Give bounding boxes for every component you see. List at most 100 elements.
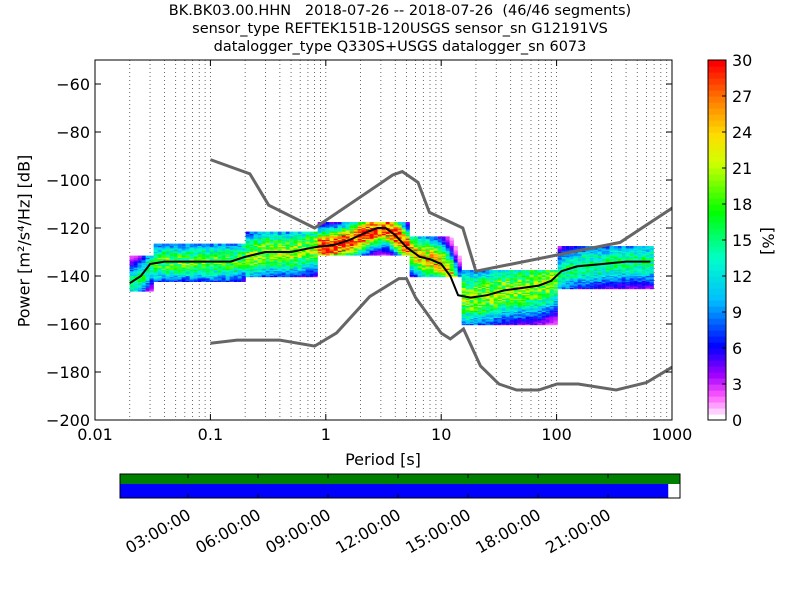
density-cell <box>177 276 182 279</box>
density-cell <box>345 237 350 240</box>
density-cell <box>481 306 486 309</box>
density-cell <box>601 282 606 285</box>
density-cell <box>361 225 366 228</box>
colorbar-segment <box>708 264 726 271</box>
density-cell <box>205 276 210 279</box>
density-cell <box>637 264 642 267</box>
density-cell <box>541 307 546 310</box>
density-cell <box>413 264 418 267</box>
density-cell <box>141 259 146 262</box>
density-cell <box>265 258 270 261</box>
density-cell <box>465 301 470 304</box>
density-cell <box>477 307 482 310</box>
density-cell <box>497 294 502 297</box>
density-cell <box>489 283 494 286</box>
density-cell <box>565 246 570 249</box>
density-cell <box>609 259 614 262</box>
density-cell <box>177 249 182 252</box>
density-cell <box>617 283 622 286</box>
density-cell <box>353 225 358 228</box>
density-cell <box>569 265 574 268</box>
density-cell <box>233 271 238 274</box>
y-tick-label: −160 <box>46 315 90 334</box>
density-cell <box>545 318 550 321</box>
density-cell <box>421 236 426 239</box>
density-cell <box>169 258 174 261</box>
density-cell <box>497 288 502 291</box>
density-cell <box>477 300 482 303</box>
density-cell <box>649 283 654 286</box>
x-tick-label: 0.1 <box>198 425 223 444</box>
density-cell <box>609 270 614 273</box>
density-cell <box>441 237 446 240</box>
density-cell <box>473 301 478 304</box>
density-cell <box>473 288 478 291</box>
density-cell <box>577 246 582 249</box>
density-cell <box>201 243 206 246</box>
density-cell <box>133 258 138 261</box>
density-cell <box>157 270 162 273</box>
density-cell <box>161 271 166 274</box>
density-cell <box>393 249 398 252</box>
density-cell <box>493 312 498 315</box>
density-cell <box>429 243 434 246</box>
density-cell <box>645 276 650 279</box>
density-cell <box>409 270 414 273</box>
density-cell <box>321 237 326 240</box>
density-cell <box>589 270 594 273</box>
colorbar-segment <box>708 348 726 355</box>
density-cell <box>605 249 610 252</box>
density-cell <box>489 288 494 291</box>
density-cell <box>137 255 142 258</box>
density-cell <box>469 271 474 274</box>
density-cell <box>261 237 266 240</box>
density-cell <box>621 271 626 274</box>
density-cell <box>217 264 222 267</box>
density-cell <box>609 249 614 252</box>
density-cell <box>237 277 242 280</box>
density-cell <box>285 271 290 274</box>
density-cell <box>505 283 510 286</box>
density-cell <box>233 249 238 252</box>
density-cell <box>601 258 606 261</box>
density-cell <box>217 243 222 246</box>
density-cell <box>477 282 482 285</box>
density-cell <box>581 259 586 262</box>
density-cell <box>565 258 570 261</box>
density-cell <box>541 318 546 321</box>
colorbar-segment <box>708 294 726 301</box>
density-cell <box>205 270 210 273</box>
density-cell <box>257 259 262 262</box>
density-cell <box>393 222 398 225</box>
density-cell <box>281 270 286 273</box>
density-cell <box>413 237 418 240</box>
density-cell <box>149 255 154 258</box>
density-cell <box>321 225 326 228</box>
density-cell <box>553 289 558 292</box>
density-cell <box>461 271 466 274</box>
density-cell <box>257 265 262 268</box>
density-cell <box>145 271 150 274</box>
density-cell <box>501 283 506 286</box>
density-cell <box>461 288 466 291</box>
density-cell <box>549 283 554 286</box>
density-cell <box>421 264 426 267</box>
density-cell <box>345 225 350 228</box>
density-cell <box>585 265 590 268</box>
density-cell <box>633 277 638 280</box>
density-cell <box>537 294 542 297</box>
colorbar-segment <box>708 228 726 235</box>
density-cell <box>149 277 154 280</box>
density-cell <box>197 265 202 268</box>
density-cell <box>521 300 526 303</box>
density-cell <box>641 259 646 262</box>
density-cell <box>253 270 258 273</box>
density-cell <box>489 289 494 292</box>
density-cell <box>225 271 230 274</box>
density-cell <box>473 313 478 316</box>
density-cell <box>157 243 162 246</box>
density-cell <box>481 318 486 321</box>
density-cell <box>597 258 602 261</box>
density-cell <box>565 276 570 279</box>
density-cell <box>437 264 442 267</box>
